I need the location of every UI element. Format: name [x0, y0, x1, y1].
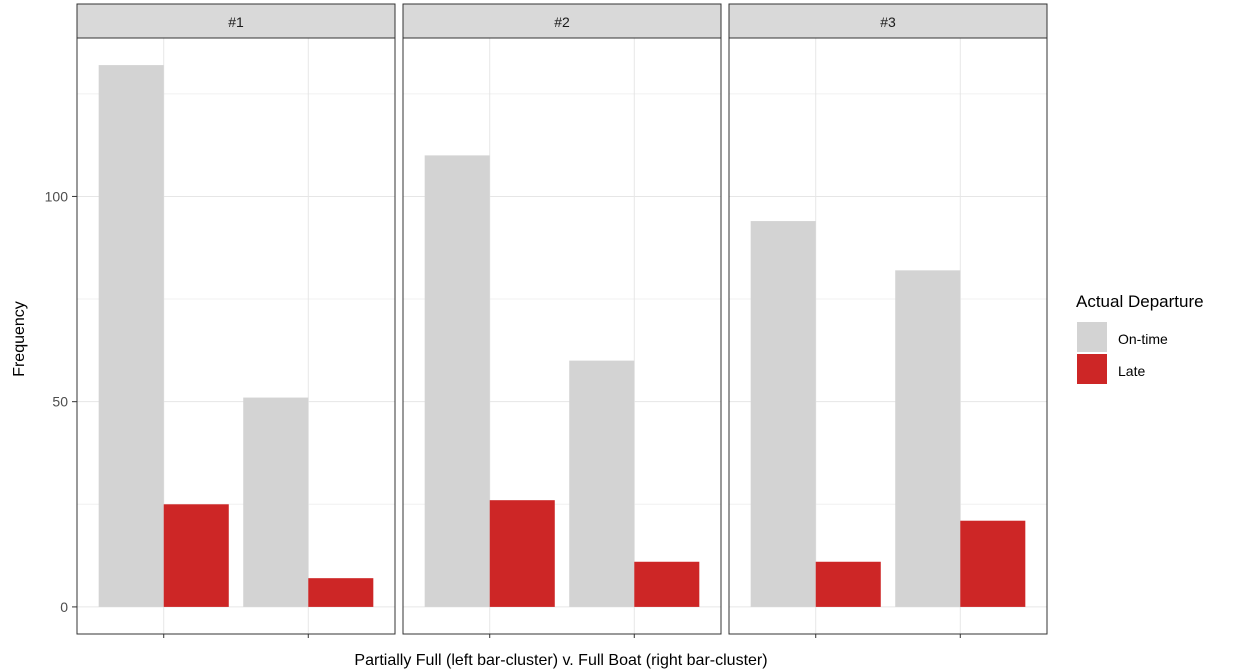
panel-border [728, 37, 1048, 635]
y-tick-label: 100 [45, 188, 69, 204]
y-axis-title: Frequency [11, 301, 28, 377]
bar-late [489, 500, 555, 607]
panel-border [76, 37, 396, 635]
bar-on-time [569, 360, 635, 607]
legend: Actual Departure On-time Late [1076, 292, 1204, 384]
legend-label-late: Late [1118, 363, 1145, 379]
facet-strip-label: #2 [554, 14, 570, 30]
bar-on-time [424, 155, 490, 607]
bar-late [308, 578, 374, 607]
bar-late [634, 561, 700, 607]
bar-late [163, 504, 229, 607]
legend-key-on-time [1077, 322, 1107, 352]
legend-label-on-time: On-time [1118, 331, 1168, 347]
facet-strip-label: #3 [880, 14, 896, 30]
y-tick-label: 0 [60, 599, 68, 615]
facet-panel: #2 [402, 3, 722, 638]
y-tick-label: 50 [52, 394, 68, 410]
facet-panel: #3 [728, 3, 1048, 638]
panels: #1 #2 #3 [76, 3, 1048, 638]
legend-key-late [1077, 354, 1107, 384]
facet-strip-label: #1 [228, 14, 244, 30]
facet-strip [76, 3, 396, 39]
bar-on-time [895, 270, 961, 607]
x-axis-title: Partially Full (left bar-cluster) v. Ful… [354, 652, 767, 669]
y-axis: 0 50 100 [45, 188, 77, 615]
facet-strip [728, 3, 1048, 39]
bar-late [815, 561, 881, 607]
panel-border [402, 37, 722, 635]
bar-late [960, 520, 1026, 607]
bar-on-time [243, 397, 309, 607]
facet-panel: #1 [76, 3, 396, 638]
legend-title: Actual Departure [1076, 292, 1204, 311]
bar-on-time [98, 65, 164, 607]
bar-on-time [750, 221, 816, 607]
